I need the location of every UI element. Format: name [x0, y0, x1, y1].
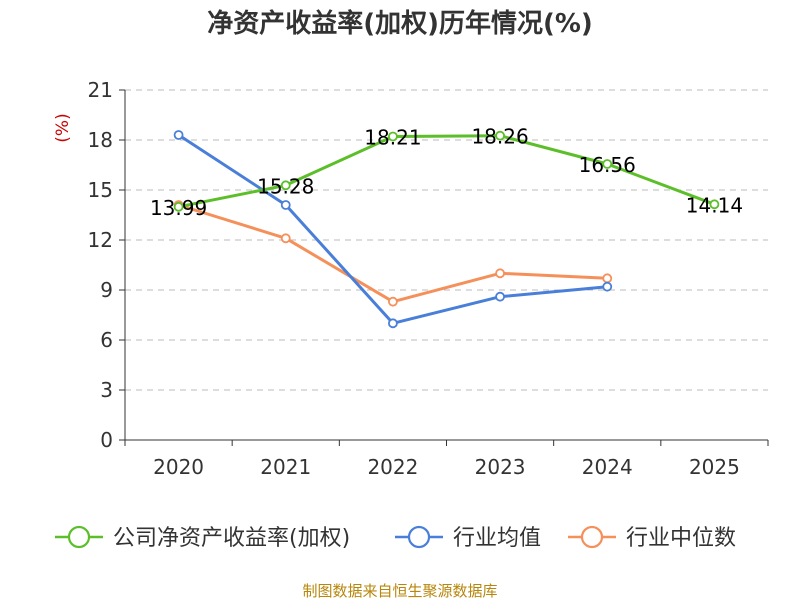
y-tick-label: 15: [88, 178, 113, 202]
legend-label: 行业均值: [453, 526, 541, 551]
data-point: [388, 296, 398, 307]
source-note: 制图数据来自恒生聚源数据库: [302, 582, 497, 600]
data-point: [173, 130, 184, 140]
x-tick-label: 2021: [260, 455, 311, 479]
data-label: 14.14: [686, 193, 743, 217]
legend-marker-icon: [67, 525, 91, 549]
legend-marker-icon: [407, 525, 431, 549]
legend-item[interactable]: 行业中位数: [568, 525, 736, 551]
data-point: [495, 130, 505, 141]
axes: 0 3 6 9 12 15 18 21 2020 2021 2022 2023 2024 2025: [88, 78, 769, 479]
data-point: [280, 200, 291, 210]
y-tick-label: 9: [100, 278, 113, 302]
series-line-1: [177, 133, 609, 325]
data-point: [280, 180, 291, 191]
data-point: [495, 268, 505, 279]
data-point: [495, 291, 505, 302]
x-tick-label: 2023: [475, 455, 526, 479]
data-label: 13.99: [150, 196, 207, 220]
legend-item[interactable]: 公司净资产收益率(加权): [55, 525, 350, 551]
data-point: [173, 201, 184, 212]
grid-lines: [125, 89, 768, 391]
data-point: [388, 318, 398, 329]
y-tick-label: 18: [88, 128, 113, 152]
legend-marker-icon: [580, 525, 604, 549]
data-point: [602, 281, 613, 292]
legend[interactable]: 公司净资产收益率(加权) 行业均值 行业中位数: [55, 525, 736, 551]
data-point: [709, 199, 720, 210]
data-point: [602, 273, 613, 284]
legend-label: 公司净资产收益率(加权): [113, 526, 350, 551]
data-point: [388, 131, 398, 142]
x-tick-label: 2022: [367, 455, 418, 479]
data-point: [280, 233, 291, 244]
x-tick-label: 2024: [582, 455, 633, 479]
y-axis-label: (%): [53, 113, 73, 142]
series-lines: [173, 130, 720, 329]
data-label: 16.56: [579, 153, 636, 177]
data-point: [602, 159, 613, 169]
legend-item[interactable]: 行业均值: [395, 525, 541, 551]
y-tick-label: 12: [88, 228, 113, 252]
y-tick-label: 0: [100, 428, 113, 452]
y-tick-label: 6: [100, 328, 113, 352]
series-line-0: [177, 134, 716, 209]
series-line-2: [177, 203, 609, 304]
data-label: 18.21: [364, 126, 421, 150]
data-label: 15.28: [257, 174, 314, 198]
legend-label: 行业中位数: [626, 526, 736, 551]
y-tick-label: 21: [88, 78, 113, 102]
data-label: 18.26: [471, 125, 528, 149]
data-labels: 13.99 15.28 18.21 18.26 16.56 14.14: [150, 125, 743, 220]
x-tick-label: 2025: [689, 455, 740, 479]
y-tick-label: 3: [100, 378, 113, 402]
x-tick-label: 2020: [153, 455, 204, 479]
chart-title: 净资产收益率(加权)历年情况(%): [207, 8, 593, 39]
